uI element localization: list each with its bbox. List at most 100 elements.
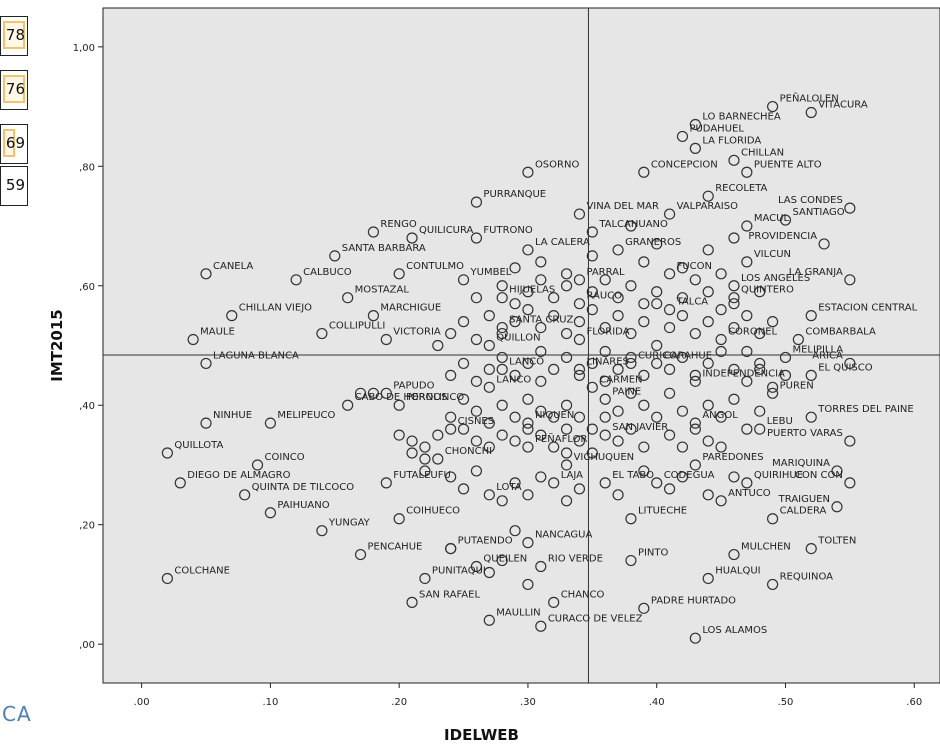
data-point bbox=[200, 417, 212, 429]
x-tick-label: .40 bbox=[649, 697, 665, 708]
data-point bbox=[535, 471, 547, 483]
data-point bbox=[612, 310, 624, 322]
data-point bbox=[702, 399, 714, 411]
data-label: LO BARNECHEA bbox=[702, 111, 781, 122]
data-label: ESTACION CENTRAL bbox=[818, 303, 917, 314]
strip-cell-value: 76 bbox=[5, 80, 25, 98]
strip-footer-text: CA bbox=[2, 702, 32, 726]
data-label: PENCAHUE bbox=[368, 542, 423, 553]
strip-cell-highlight bbox=[3, 129, 15, 157]
strip-cell-value: 59 bbox=[5, 176, 25, 194]
data-label: PURRANQUE bbox=[483, 189, 546, 200]
data-point bbox=[548, 411, 560, 423]
data-point bbox=[316, 525, 328, 537]
data-point bbox=[342, 292, 354, 304]
data-point bbox=[445, 411, 457, 423]
data-label: PUREN bbox=[780, 380, 814, 391]
data-label: MOSTAZAL bbox=[355, 285, 410, 296]
data-point bbox=[612, 244, 624, 256]
data-label: PUTAENDO bbox=[458, 536, 513, 547]
data-point bbox=[638, 602, 650, 614]
data-point bbox=[496, 292, 508, 304]
data-point bbox=[728, 298, 740, 310]
data-point bbox=[560, 351, 573, 364]
plot-area bbox=[102, 7, 940, 684]
data-point bbox=[612, 489, 624, 501]
data-point bbox=[522, 393, 534, 405]
data-point bbox=[560, 459, 573, 471]
data-label: MARCHIGUE bbox=[380, 303, 441, 314]
data-point bbox=[251, 459, 264, 471]
data-point bbox=[728, 321, 740, 334]
x-tick-label: .50 bbox=[778, 697, 794, 708]
data-point bbox=[805, 411, 817, 423]
data-point bbox=[599, 429, 611, 441]
data-label: CISNES bbox=[458, 416, 494, 427]
data-point bbox=[599, 375, 611, 387]
data-label: PUERTO VARAS bbox=[767, 428, 843, 439]
data-point bbox=[470, 196, 483, 208]
data-point bbox=[663, 429, 676, 441]
y-tick-label: ,00 bbox=[79, 640, 95, 651]
data-point bbox=[676, 262, 689, 274]
data-point bbox=[625, 423, 637, 435]
data-point bbox=[689, 327, 701, 340]
data-point bbox=[689, 118, 701, 131]
data-label: RENGO bbox=[380, 219, 416, 230]
data-point bbox=[548, 441, 560, 453]
data-label: ANTUCO bbox=[728, 488, 771, 499]
data-point bbox=[754, 286, 766, 298]
data-point bbox=[509, 369, 521, 381]
data-point bbox=[406, 232, 418, 244]
data-point bbox=[226, 310, 238, 322]
data-label: REQUINOA bbox=[780, 571, 834, 582]
data-point bbox=[741, 423, 753, 435]
data-label: SANTA CRUZ bbox=[509, 315, 573, 326]
data-point bbox=[483, 339, 495, 352]
data-label: LA GRANJA bbox=[789, 267, 843, 278]
data-label: EL TABO bbox=[612, 470, 654, 481]
data-label: QUILLOTA bbox=[174, 440, 223, 451]
data-label: PAIHUANO bbox=[277, 500, 329, 511]
data-point bbox=[754, 327, 766, 340]
data-point bbox=[535, 256, 547, 268]
data-point bbox=[496, 429, 508, 441]
data-point bbox=[393, 399, 405, 411]
data-point bbox=[560, 495, 573, 507]
data-point bbox=[573, 411, 586, 423]
data-label: VALPARAISO bbox=[677, 201, 739, 212]
data-point bbox=[406, 596, 418, 608]
data-point bbox=[419, 465, 431, 477]
data-point bbox=[599, 411, 611, 423]
x-tick-label: .00 bbox=[134, 697, 150, 708]
y-tick-label: ,40 bbox=[79, 401, 95, 412]
data-point bbox=[844, 435, 856, 447]
data-point bbox=[689, 375, 701, 387]
data-point bbox=[599, 274, 611, 286]
data-label: MULCHEN bbox=[741, 542, 791, 553]
data-point bbox=[779, 351, 792, 364]
data-point bbox=[522, 423, 534, 435]
data-label: YUNGAY bbox=[328, 518, 371, 529]
data-label: LAS CONDES bbox=[778, 195, 843, 206]
data-point bbox=[535, 560, 547, 573]
data-point bbox=[638, 369, 650, 381]
data-point bbox=[419, 572, 431, 585]
data-label: TORRES DEL PAINE bbox=[817, 404, 913, 415]
data-label: CORONEL bbox=[728, 327, 777, 338]
data-label: COIHUECO bbox=[406, 506, 460, 517]
data-point bbox=[792, 333, 804, 346]
data-point bbox=[496, 399, 508, 411]
data-point bbox=[612, 435, 624, 447]
data-point bbox=[509, 262, 521, 274]
data-point bbox=[483, 566, 495, 579]
data-point bbox=[522, 304, 534, 316]
data-point bbox=[728, 154, 740, 166]
data-point bbox=[741, 310, 753, 322]
strip-cell: 78 bbox=[0, 16, 28, 56]
data-point bbox=[779, 214, 792, 226]
x-axis-title: IDELWEB bbox=[444, 726, 519, 744]
data-point bbox=[715, 268, 727, 280]
data-point bbox=[470, 292, 483, 304]
